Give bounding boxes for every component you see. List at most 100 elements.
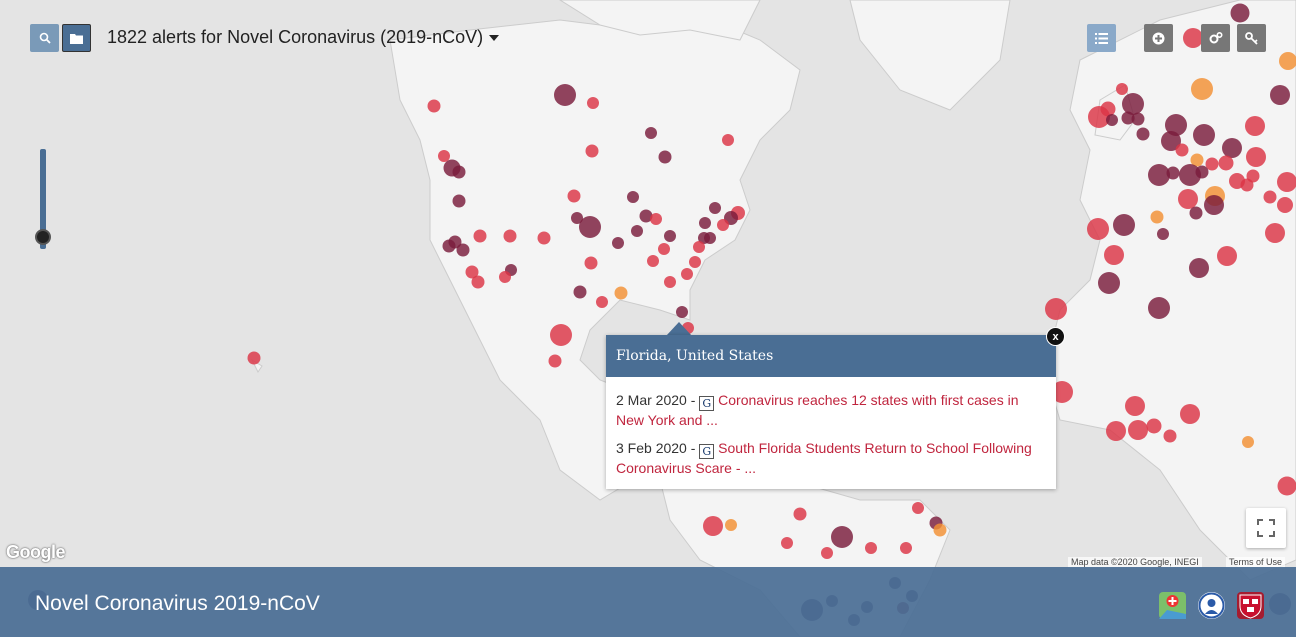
alert-marker[interactable] [725, 519, 737, 531]
alert-marker[interactable] [703, 516, 723, 536]
alert-marker[interactable] [473, 229, 487, 243]
alert-marker[interactable] [573, 285, 587, 299]
alert-marker[interactable] [1165, 114, 1187, 136]
alert-marker[interactable] [900, 542, 912, 554]
alert-marker[interactable] [1277, 476, 1296, 496]
bch-logo-icon[interactable] [1198, 592, 1225, 619]
alert-marker[interactable] [781, 537, 793, 549]
alert-marker[interactable] [1190, 153, 1204, 167]
alert-marker[interactable] [1106, 114, 1118, 126]
alert-marker[interactable] [548, 354, 562, 368]
alert-marker[interactable] [1131, 112, 1145, 126]
alert-marker[interactable] [658, 243, 670, 255]
alert-marker[interactable] [1218, 155, 1234, 171]
alert-marker[interactable] [689, 256, 701, 268]
alert-marker[interactable] [664, 276, 676, 288]
folder-button[interactable] [62, 24, 91, 52]
alert-marker[interactable] [1157, 228, 1169, 240]
alert-marker[interactable] [865, 542, 877, 554]
alert-marker[interactable] [650, 213, 662, 225]
healthmap-logo-icon[interactable] [1159, 592, 1186, 619]
alert-marker[interactable] [579, 216, 601, 238]
alert-marker[interactable] [471, 275, 485, 289]
alert-marker[interactable] [550, 324, 572, 346]
alert-marker[interactable] [831, 526, 853, 548]
alert-marker[interactable] [1222, 138, 1242, 158]
alert-marker[interactable] [1121, 111, 1135, 125]
alert-marker[interactable] [1146, 418, 1162, 434]
alert-marker[interactable] [452, 165, 466, 179]
alert-marker[interactable] [247, 351, 261, 365]
alert-marker[interactable] [1045, 298, 1067, 320]
alert-marker[interactable] [1195, 165, 1209, 179]
alert-marker[interactable] [585, 144, 599, 158]
alert-marker[interactable] [717, 219, 729, 231]
alert-marker[interactable] [821, 547, 833, 559]
alert-marker[interactable] [693, 241, 705, 253]
list-view-button[interactable] [1087, 24, 1116, 52]
alert-marker[interactable] [587, 97, 599, 109]
alert-marker[interactable] [1246, 147, 1266, 167]
alert-marker[interactable] [647, 255, 659, 267]
alert-marker[interactable] [681, 268, 693, 280]
alert-marker[interactable] [1136, 127, 1150, 141]
alert-marker[interactable] [554, 84, 576, 106]
alert-marker[interactable] [1113, 214, 1135, 236]
alert-marker[interactable] [658, 150, 672, 164]
alert-marker[interactable] [1163, 429, 1177, 443]
alert-marker[interactable] [1193, 124, 1215, 146]
alert-marker[interactable] [1277, 197, 1293, 213]
alert-marker[interactable] [584, 256, 598, 270]
alert-marker[interactable] [614, 286, 628, 300]
terms-of-use-link[interactable]: Terms of Use [1226, 557, 1286, 568]
alert-marker[interactable] [1178, 189, 1198, 209]
alert-marker[interactable] [1122, 93, 1144, 115]
alert-link[interactable]: South Florida Students Return to School … [616, 440, 1032, 476]
harvard-shield-icon[interactable] [1237, 592, 1264, 619]
alert-marker[interactable] [452, 194, 466, 208]
time-slider-track[interactable] [40, 149, 46, 249]
popup-close-button[interactable]: x [1046, 327, 1065, 346]
alerts-title-dropdown[interactable]: 1822 alerts for Novel Coronavirus (2019-… [107, 27, 500, 48]
alert-marker[interactable] [537, 231, 551, 245]
alert-marker[interactable] [676, 306, 688, 318]
login-key-button[interactable] [1237, 24, 1266, 52]
alert-marker[interactable] [1088, 106, 1110, 128]
alert-marker[interactable] [1279, 52, 1296, 70]
alert-marker[interactable] [1189, 206, 1203, 220]
alert-marker[interactable] [1204, 195, 1224, 215]
alert-marker[interactable] [1098, 272, 1120, 294]
alert-marker[interactable] [1245, 116, 1265, 136]
alert-marker[interactable] [1087, 218, 1109, 240]
alert-marker[interactable] [722, 134, 734, 146]
search-button[interactable] [30, 24, 59, 52]
alert-link[interactable]: Coronavirus reaches 12 states with first… [616, 392, 1019, 428]
alert-marker[interactable] [1263, 190, 1277, 204]
alert-marker[interactable] [1230, 3, 1250, 23]
alert-marker[interactable] [645, 127, 657, 139]
alert-marker[interactable] [596, 296, 608, 308]
alert-marker[interactable] [612, 237, 624, 249]
alert-marker[interactable] [1128, 420, 1148, 440]
alert-marker[interactable] [631, 225, 643, 237]
alert-marker[interactable] [1104, 245, 1124, 265]
alert-marker[interactable] [1189, 258, 1209, 278]
alert-marker[interactable] [1148, 164, 1170, 186]
time-slider-handle[interactable] [35, 229, 51, 245]
alert-marker[interactable] [567, 189, 581, 203]
fullscreen-button[interactable] [1246, 508, 1286, 548]
alert-marker[interactable] [709, 202, 721, 214]
alert-marker[interactable] [465, 265, 479, 279]
alert-marker[interactable] [1116, 83, 1128, 95]
alert-marker[interactable] [503, 229, 517, 243]
alert-marker[interactable] [1191, 78, 1213, 100]
alert-marker[interactable] [933, 523, 947, 537]
alert-marker[interactable] [438, 150, 450, 162]
alert-marker[interactable] [1150, 210, 1164, 224]
alert-marker[interactable] [1175, 143, 1189, 157]
alert-marker[interactable] [1242, 436, 1254, 448]
alert-marker[interactable] [1125, 396, 1145, 416]
alert-marker[interactable] [1183, 28, 1203, 48]
alert-marker[interactable] [1166, 166, 1180, 180]
alert-marker[interactable] [639, 209, 653, 223]
